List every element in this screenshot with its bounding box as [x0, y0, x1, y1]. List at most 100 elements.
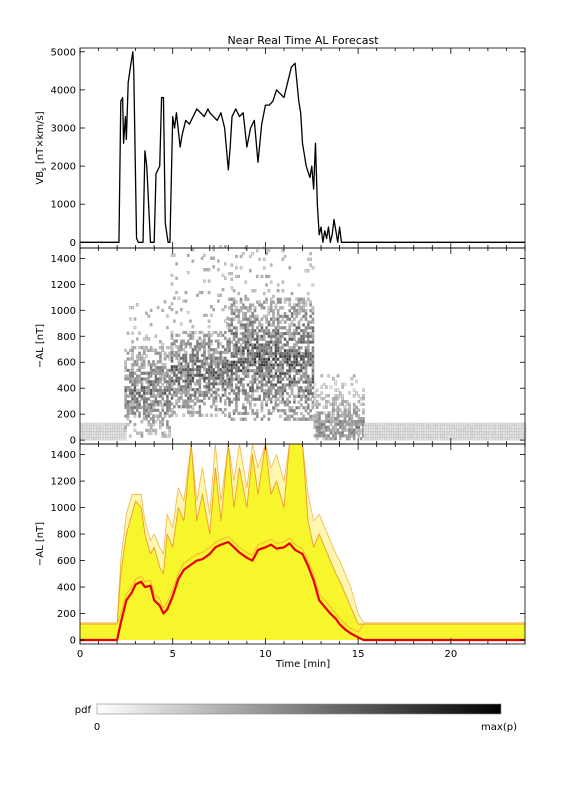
pdf-cell	[239, 363, 243, 367]
pdf-cell	[224, 379, 227, 383]
pdf-cell	[465, 434, 469, 438]
pdf-cell	[91, 422, 95, 426]
pdf-cell	[200, 362, 204, 366]
pdf-cell	[295, 311, 299, 316]
pdf-cell	[281, 369, 285, 373]
pdf-cell	[304, 386, 308, 390]
pdf-cell	[451, 428, 455, 432]
pdf-cell	[138, 331, 141, 335]
pdf-cell	[214, 413, 218, 417]
pdf-cell	[253, 351, 257, 356]
pdf-cell	[163, 371, 167, 375]
pdf-cell	[186, 310, 190, 315]
pdf-cell	[163, 354, 167, 358]
pdf-cell	[389, 431, 392, 435]
pdf-cell	[318, 419, 321, 424]
pdf-cell	[86, 431, 90, 435]
pdf-cell	[412, 425, 415, 429]
pdf-cell	[221, 362, 225, 366]
pdf-cell	[311, 329, 315, 333]
pdf-cell	[474, 434, 478, 438]
pdf-cell	[327, 437, 330, 441]
pdf-cell	[281, 383, 285, 387]
pdf-cell	[255, 366, 259, 370]
pdf-cell	[477, 434, 480, 438]
pdf-cell	[318, 414, 321, 418]
pdf-cell	[355, 431, 358, 435]
pdf-cell	[154, 388, 158, 392]
pdf-cell	[207, 376, 211, 380]
pdf-cell	[198, 410, 202, 415]
pdf-cell	[421, 425, 425, 429]
pdf-cell	[159, 414, 162, 418]
pdf-cell	[152, 420, 155, 424]
pdf-cell	[412, 428, 415, 432]
pdf-cell	[214, 359, 218, 363]
pdf-cell	[147, 423, 151, 427]
pdf-cell	[219, 379, 222, 383]
pdf-cell	[212, 265, 216, 269]
pdf-cell	[258, 363, 261, 367]
pdf-cell	[86, 422, 90, 426]
pdf-cell	[184, 330, 188, 335]
pdf-cell	[269, 346, 273, 350]
pdf-cell	[116, 425, 120, 429]
pdf-cell	[267, 274, 271, 279]
pdf-cell	[242, 391, 245, 396]
pdf-cell	[283, 349, 287, 353]
pdf-cell	[313, 419, 317, 424]
pdf-cell	[203, 353, 206, 357]
pdf-cell	[362, 419, 365, 424]
pdf-cell	[98, 422, 102, 426]
pdf-cell	[304, 366, 308, 370]
pdf-cell	[336, 388, 340, 392]
pdf-cell	[255, 349, 259, 353]
pdf-cell	[444, 431, 448, 435]
pdf-cell	[302, 309, 305, 313]
pdf-cell	[300, 417, 303, 421]
pdf-cell	[244, 406, 248, 410]
pdf-cell	[325, 419, 328, 424]
pdf-cell	[370, 431, 374, 435]
pdf-cell	[142, 397, 146, 401]
pdf-cell	[107, 431, 111, 435]
pdf-cell	[152, 368, 155, 372]
pdf-cell	[279, 320, 282, 324]
pdf-cell	[300, 297, 303, 301]
pdf-cell	[281, 331, 285, 336]
pdf-cell	[156, 383, 160, 387]
pdf-cell	[290, 349, 294, 353]
pdf-cell	[363, 425, 367, 429]
pdf-cell	[279, 306, 282, 310]
pdf-cell	[355, 411, 358, 415]
pdf-cell	[219, 396, 222, 400]
pdf-cell	[228, 363, 231, 367]
pdf-cell	[389, 425, 392, 429]
pdf-cell	[230, 277, 234, 281]
pdf-cell	[175, 356, 178, 360]
pdf-cell	[332, 411, 335, 415]
pdf-cell	[398, 428, 401, 432]
pdf-cell	[258, 329, 261, 333]
pdf-cell	[295, 309, 299, 313]
pdf-cell	[135, 388, 139, 392]
pdf-cell	[170, 302, 174, 306]
pdf-cell	[196, 293, 199, 297]
pdf-cell	[302, 380, 305, 384]
pdf-cell	[325, 414, 328, 418]
pdf-cell	[224, 393, 227, 397]
pdf-cell	[405, 422, 408, 426]
pdf-cell	[219, 330, 222, 335]
pdf-cell	[269, 397, 273, 401]
pdf-cell	[205, 356, 209, 360]
pdf-cell	[260, 360, 264, 364]
pdf-cell	[446, 422, 450, 426]
pdf-cell	[253, 354, 257, 358]
pdf-cell	[239, 411, 243, 416]
pdf-cell	[126, 411, 130, 415]
pdf-cell	[274, 394, 278, 398]
pdf-cell	[514, 425, 517, 429]
pdf-cell	[246, 337, 250, 341]
pdf-cell	[265, 357, 268, 361]
